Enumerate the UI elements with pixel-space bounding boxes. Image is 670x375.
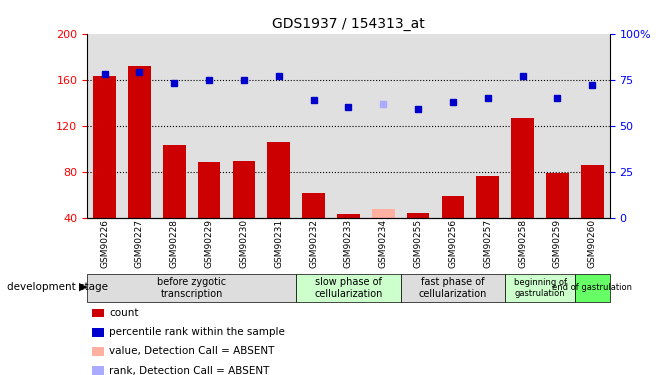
Bar	[163, 145, 186, 218]
Bar	[232, 161, 255, 218]
Bar	[302, 194, 325, 217]
Bar	[198, 162, 220, 218]
Bar	[581, 165, 604, 218]
Bar	[92, 309, 104, 317]
Bar	[92, 328, 104, 336]
Text: ▶: ▶	[79, 282, 88, 292]
Bar	[442, 196, 464, 217]
FancyBboxPatch shape	[296, 274, 401, 302]
Bar	[267, 142, 290, 218]
Bar	[92, 347, 104, 356]
Text: slow phase of
cellularization: slow phase of cellularization	[314, 277, 383, 298]
Text: end of gastrulation: end of gastrulation	[552, 284, 632, 292]
FancyBboxPatch shape	[505, 274, 575, 302]
Text: value, Detection Call = ABSENT: value, Detection Call = ABSENT	[109, 346, 275, 357]
Bar	[372, 210, 395, 218]
Bar	[93, 76, 116, 217]
Text: before zygotic
transcription: before zygotic transcription	[157, 277, 226, 298]
Text: fast phase of
cellularization: fast phase of cellularization	[419, 277, 487, 298]
Bar	[337, 214, 360, 217]
FancyBboxPatch shape	[87, 274, 296, 302]
Text: beginning of
gastrulation: beginning of gastrulation	[513, 278, 567, 297]
Bar	[546, 173, 569, 217]
Bar	[511, 118, 534, 218]
Bar	[128, 66, 151, 218]
Text: count: count	[109, 308, 139, 318]
Bar	[92, 366, 104, 375]
Text: development stage: development stage	[7, 282, 108, 292]
Bar	[476, 176, 499, 218]
Title: GDS1937 / 154313_at: GDS1937 / 154313_at	[272, 17, 425, 32]
FancyBboxPatch shape	[401, 274, 505, 302]
Bar	[407, 213, 429, 217]
Text: percentile rank within the sample: percentile rank within the sample	[109, 327, 285, 337]
Text: rank, Detection Call = ABSENT: rank, Detection Call = ABSENT	[109, 366, 269, 375]
FancyBboxPatch shape	[575, 274, 610, 302]
